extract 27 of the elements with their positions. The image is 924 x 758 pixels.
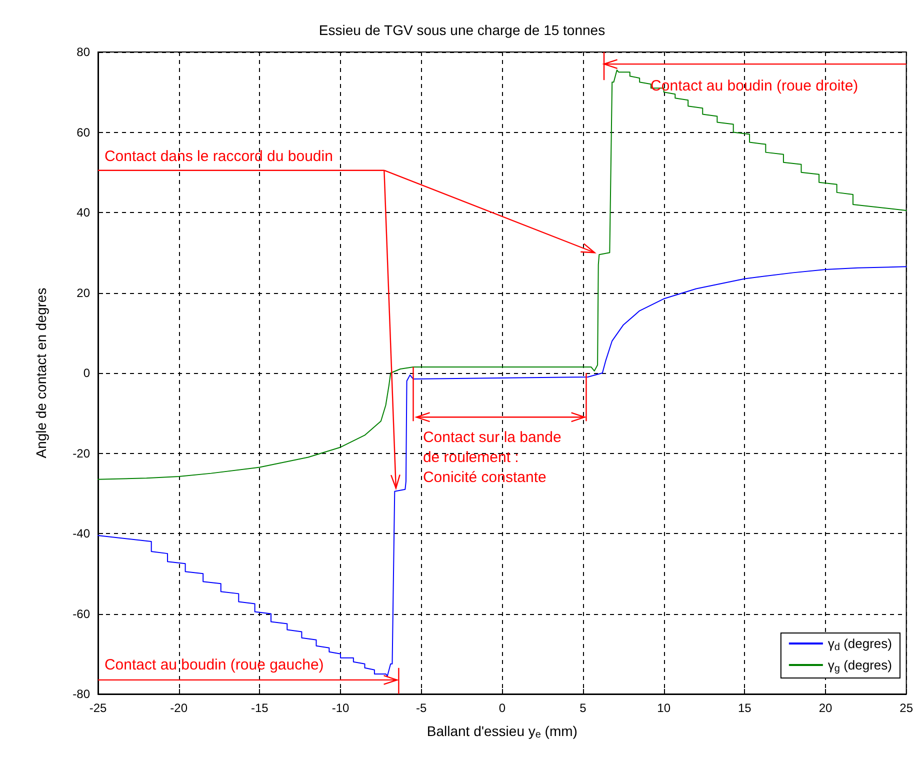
y-tick-label: -60 (72, 606, 90, 621)
x-tick-label: 25 (900, 701, 914, 715)
y-tick-label: 60 (76, 125, 90, 140)
x-tick-label: 15 (738, 701, 752, 715)
line-series (98, 266, 907, 676)
annotation: Contact au boudin (roue droite) (650, 78, 858, 95)
y-tick-label: 40 (76, 206, 90, 220)
chart-title: Essieu de TGV sous une charge de 15 tonnes (318, 22, 606, 38)
annotation: Contact dans le raccord du boudin (104, 148, 333, 165)
y-tick-label: 80 (76, 45, 90, 59)
x-tick-label: 0 (498, 701, 506, 715)
x-tick-label: 20 (818, 701, 832, 715)
x-tick-label: 10 (657, 701, 671, 715)
x-tick-label: -10 (332, 701, 350, 715)
x-tick-label: -25 (89, 701, 107, 715)
y-tick-label: -80 (72, 687, 90, 701)
x-tick-label: -20 (170, 701, 188, 715)
x-tick-label: -5 (416, 701, 427, 715)
x-tick-label: 5 (580, 701, 587, 715)
annotation: Contact au boudin (roue gauche) (104, 656, 324, 674)
y-tick-label: -40 (72, 526, 90, 540)
y-tick-label: -20 (72, 446, 90, 460)
y-tick-label: 0 (83, 366, 90, 380)
x-tick-label: -15 (250, 701, 269, 715)
y-tick-label: 20 (76, 286, 90, 300)
annotation: Contact sur la bande de roulement : Conicité constante (422, 428, 562, 486)
y-axis-title: Angle de contact en degres (33, 288, 49, 458)
